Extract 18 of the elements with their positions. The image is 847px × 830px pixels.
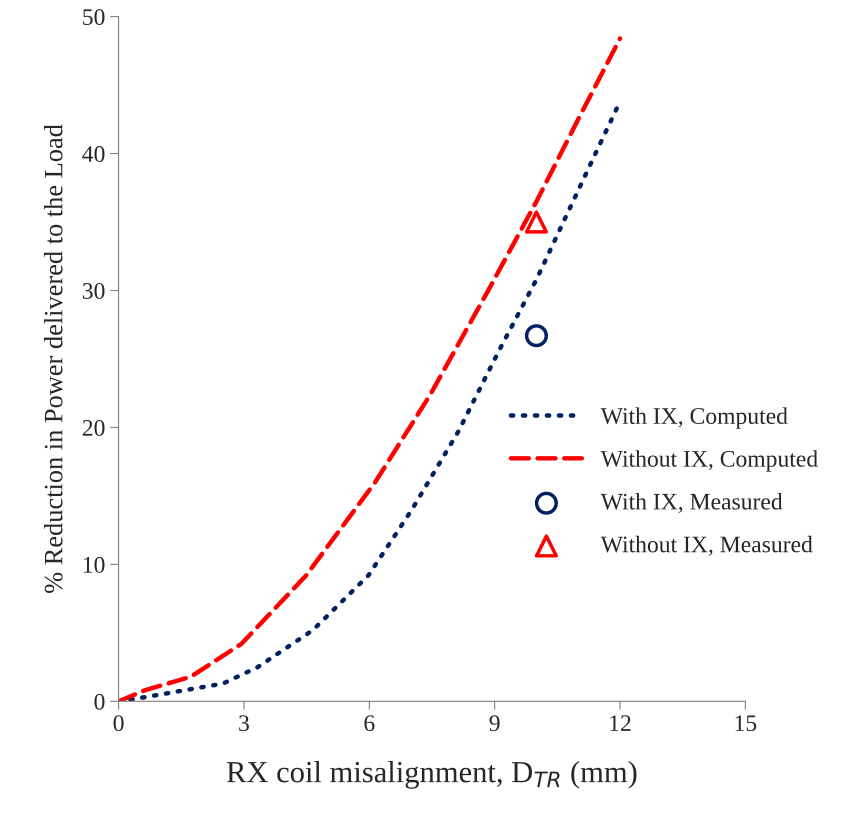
x-axis-title: RX coil misalignment, D$_{TR}$ (mm) xyxy=(226,760,636,789)
x-tick-label: 9 xyxy=(490,715,500,732)
y-tick-label: 20 xyxy=(82,420,104,436)
y-tick-label: 50 xyxy=(83,9,104,26)
x-tick-label: 0 xyxy=(114,715,124,732)
x-tick-label: 6 xyxy=(364,715,374,732)
y-tick-label: 10 xyxy=(84,556,104,573)
y-tick-label: 30 xyxy=(82,282,104,299)
y-axis-title: % Reduction in Power delivered to the Load xyxy=(44,124,63,593)
legend-label: Without IX, Computed xyxy=(600,450,818,472)
x-tick-label: 3 xyxy=(239,715,249,732)
x-tick-label: 12 xyxy=(610,715,631,731)
x-tick-label: 15 xyxy=(736,715,756,732)
legend-label: With IX, Measured xyxy=(600,493,782,514)
legend-label: With IX, Computed xyxy=(600,407,788,429)
y-tick-label: 0 xyxy=(94,694,104,710)
legend-label: Without IX, Measured xyxy=(600,536,813,556)
y-tick-label: 40 xyxy=(82,146,104,162)
